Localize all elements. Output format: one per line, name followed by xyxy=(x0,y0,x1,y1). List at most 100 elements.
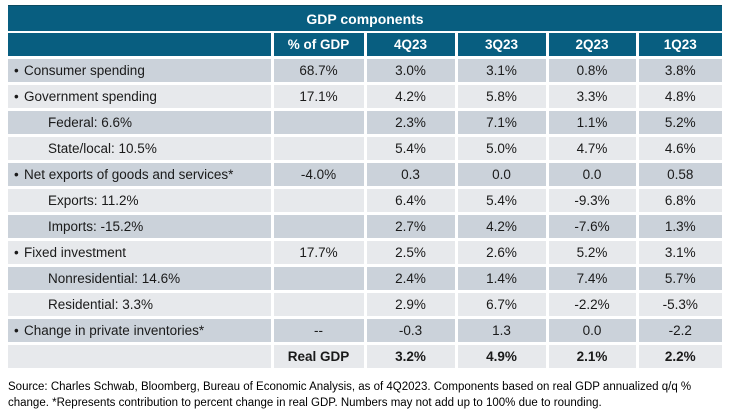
row-label-cell: • Change in private inventories* xyxy=(8,316,272,344)
value-cell: -2.2% xyxy=(545,290,637,318)
table-row-nonresidential: Nonresidential: 14.6% 2.4% 1.4% 7.4% 5.7… xyxy=(8,264,722,292)
value-cell: 5.8% xyxy=(454,82,547,110)
value-cell: 1.3 xyxy=(454,316,547,344)
value-cell: 1.4% xyxy=(454,264,547,292)
pct-of-gdp-cell: 68.7% xyxy=(270,56,365,84)
value-cell: 0.0 xyxy=(454,160,547,188)
value-cell: 1.3% xyxy=(635,212,722,240)
row-label-cell: • Net exports of goods and services* xyxy=(8,160,272,188)
bullet-icon: • xyxy=(14,89,19,104)
value-cell: 3.3% xyxy=(545,82,637,110)
column-header-4q23: 4Q23 xyxy=(363,33,456,58)
pct-of-gdp-cell xyxy=(270,212,365,240)
value-cell: -2.2 xyxy=(635,316,722,344)
column-header-3q23: 3Q23 xyxy=(454,33,547,58)
value-cell: 3.0% xyxy=(363,56,456,84)
value-cell: 5.2% xyxy=(545,238,637,266)
value-cell: 4.6% xyxy=(635,134,722,162)
value-cell: 4.2% xyxy=(454,212,547,240)
table-title: GDP components xyxy=(8,5,722,31)
value-cell: 7.4% xyxy=(545,264,637,292)
bullet-icon: • xyxy=(14,167,19,182)
bullet-icon: • xyxy=(14,323,19,338)
pct-of-gdp-cell xyxy=(270,264,365,292)
value-cell: -9.3% xyxy=(545,186,637,214)
table-row-net-exports: • Net exports of goods and services* -4.0… xyxy=(8,160,722,188)
value-cell: 0.0 xyxy=(545,316,637,344)
value-cell: 5.7% xyxy=(635,264,722,292)
value-cell: 2.5% xyxy=(363,238,456,266)
value-cell: 2.3% xyxy=(363,108,456,136)
row-label: Consumer spending xyxy=(24,63,145,78)
value-cell: 2.2% xyxy=(635,342,722,368)
row-label-cell: Exports: 11.2% xyxy=(8,186,272,214)
value-cell: 6.7% xyxy=(454,290,547,318)
row-label-cell: • Government spending xyxy=(8,82,272,110)
header-row: % of GDP 4Q23 3Q23 2Q23 1Q23 xyxy=(8,33,722,58)
table-row-imports: Imports: -15.2% 2.7% 4.2% -7.6% 1.3% xyxy=(8,212,722,240)
value-cell: -5.3% xyxy=(635,290,722,318)
table-row-change-in-private-inventories: • Change in private inventories* -- -0.3 … xyxy=(8,316,722,344)
row-label: Government spending xyxy=(24,89,157,104)
row-label-cell: Residential: 3.3% xyxy=(8,290,272,318)
value-cell: 4.8% xyxy=(635,82,722,110)
value-cell: 2.9% xyxy=(363,290,456,318)
value-cell: 5.0% xyxy=(454,134,547,162)
row-label-cell: Imports: -15.2% xyxy=(8,212,272,240)
value-cell: 6.4% xyxy=(363,186,456,214)
pct-of-gdp-cell xyxy=(270,290,365,318)
pct-of-gdp-cell xyxy=(270,134,365,162)
pct-of-gdp-cell xyxy=(270,186,365,214)
column-header-label xyxy=(8,33,272,58)
bullet-icon: • xyxy=(14,63,19,78)
table-row-exports: Exports: 11.2% 6.4% 5.4% -9.3% 6.8% xyxy=(8,186,722,214)
value-cell: 5.2% xyxy=(635,108,722,136)
row-label: Net exports of goods and services* xyxy=(24,167,234,182)
value-cell: 3.1% xyxy=(454,56,547,84)
value-cell: 2.6% xyxy=(454,238,547,266)
value-cell: 2.7% xyxy=(363,212,456,240)
pct-of-gdp-cell: -4.0% xyxy=(270,160,365,188)
value-cell: 0.0 xyxy=(545,160,637,188)
table-row-real-gdp-total: Real GDP 3.2% 4.9% 2.1% 2.2% xyxy=(8,342,722,368)
row-label: Change in private inventories* xyxy=(24,323,205,338)
value-cell: 0.58 xyxy=(635,160,722,188)
value-cell: 4.2% xyxy=(363,82,456,110)
row-label-cell: Federal: 6.6% xyxy=(8,108,272,136)
gdp-components-table: % of GDP 4Q23 3Q23 2Q23 1Q23 • Consumer s… xyxy=(8,33,722,368)
row-label-cell: Nonresidential: 14.6% xyxy=(8,264,272,292)
value-cell: 3.8% xyxy=(635,56,722,84)
row-label-cell: • Consumer spending xyxy=(8,56,272,84)
real-gdp-label-cell: Real GDP xyxy=(270,342,365,368)
source-note: Source: Charles Schwab, Bloomberg, Burea… xyxy=(8,381,692,409)
table-row-state-local: State/local: 10.5% 5.4% 5.0% 4.7% 4.6% xyxy=(8,134,722,162)
value-cell: -7.6% xyxy=(545,212,637,240)
value-cell: 7.1% xyxy=(454,108,547,136)
value-cell: 3.1% xyxy=(635,238,722,266)
row-label: Fixed investment xyxy=(24,245,127,260)
column-header-pct-of-gdp: % of GDP xyxy=(270,33,365,58)
pct-of-gdp-cell: 17.7% xyxy=(270,238,365,266)
pct-of-gdp-cell: 17.1% xyxy=(270,82,365,110)
value-cell: 4.7% xyxy=(545,134,637,162)
value-cell: -0.3 xyxy=(363,316,456,344)
value-cell: 1.1% xyxy=(545,108,637,136)
value-cell: 0.8% xyxy=(545,56,637,84)
row-label-cell: • Fixed investment xyxy=(8,238,272,266)
row-label-cell: State/local: 10.5% xyxy=(8,134,272,162)
value-cell: 2.4% xyxy=(363,264,456,292)
row-label-cell xyxy=(8,342,272,368)
pct-of-gdp-cell: -- xyxy=(270,316,365,344)
table-row-residential: Residential: 3.3% 2.9% 6.7% -2.2% -5.3% xyxy=(8,290,722,318)
table-row-government-spending: • Government spending 17.1% 4.2% 5.8% 3.3… xyxy=(8,82,722,110)
value-cell: 5.4% xyxy=(363,134,456,162)
value-cell: 5.4% xyxy=(454,186,547,214)
bullet-icon: • xyxy=(14,245,19,260)
column-header-2q23: 2Q23 xyxy=(545,33,637,58)
column-header-1q23: 1Q23 xyxy=(635,33,722,58)
table-row-federal: Federal: 6.6% 2.3% 7.1% 1.1% 5.2% xyxy=(8,108,722,136)
value-cell: 4.9% xyxy=(454,342,547,368)
table-row-consumer-spending: • Consumer spending 68.7% 3.0% 3.1% 0.8% … xyxy=(8,56,722,84)
pct-of-gdp-cell xyxy=(270,108,365,136)
